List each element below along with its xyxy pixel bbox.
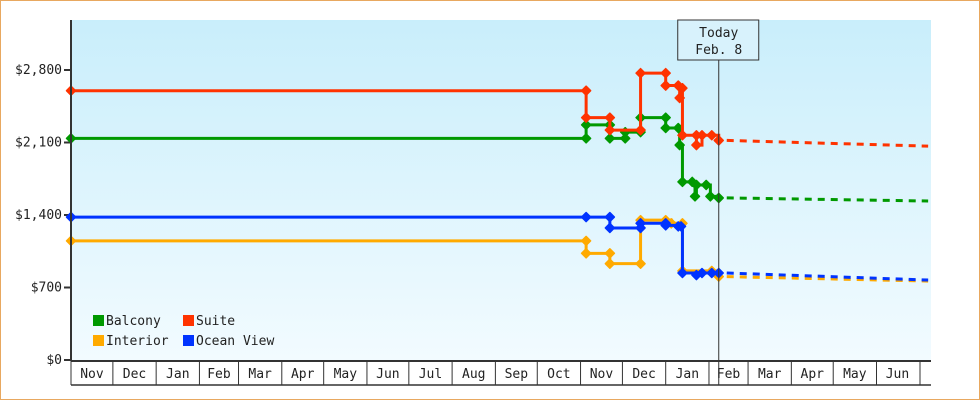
month-label: Dec xyxy=(632,367,655,382)
y-tick-label: $0 xyxy=(46,353,62,368)
legend-label: Balcony xyxy=(106,314,161,329)
data-point xyxy=(619,133,631,144)
month-label: Sep xyxy=(505,367,529,382)
month-label: Aug xyxy=(462,367,485,382)
data-point xyxy=(635,124,646,136)
data-point xyxy=(660,67,671,79)
data-point xyxy=(580,211,592,223)
data-point xyxy=(674,92,685,104)
data-point xyxy=(604,211,616,223)
legend-label: Interior xyxy=(106,334,169,349)
legend-label: Ocean View xyxy=(196,334,274,349)
month-label: May xyxy=(334,367,358,382)
data-point xyxy=(660,112,671,123)
legend-swatch xyxy=(93,315,104,326)
month-label: Jul xyxy=(419,367,442,382)
data-point xyxy=(580,133,592,144)
month-label: Jan xyxy=(676,367,699,382)
data-point xyxy=(705,191,716,202)
data-point xyxy=(580,112,592,123)
month-label: Dec xyxy=(123,367,146,382)
data-point xyxy=(635,258,646,269)
data-point xyxy=(635,218,646,229)
data-point xyxy=(604,112,616,123)
legend-swatch xyxy=(93,335,104,346)
data-point xyxy=(604,124,616,136)
data-point xyxy=(604,248,616,259)
data-point xyxy=(700,179,712,191)
month-label: Jun xyxy=(376,367,399,382)
data-point xyxy=(696,267,708,279)
month-label: Jun xyxy=(886,367,909,382)
data-point xyxy=(660,220,671,231)
data-point xyxy=(691,179,702,191)
today-date: Feb. 8 xyxy=(695,43,742,58)
month-label: Oct xyxy=(547,367,570,382)
data-point xyxy=(696,130,708,141)
y-tick-label: $1,400 xyxy=(15,208,62,223)
month-label: Feb xyxy=(717,367,741,382)
data-point xyxy=(675,221,687,232)
month-label: Mar xyxy=(758,367,782,382)
month-label: Jan xyxy=(166,367,189,382)
data-point xyxy=(635,67,646,79)
data-point xyxy=(580,235,592,247)
y-axis: $0 $700 $1,400 $2,100 $2,800 xyxy=(15,63,71,368)
data-point xyxy=(674,139,685,151)
legend-swatch xyxy=(183,315,194,326)
y-tick-label: $2,800 xyxy=(15,63,62,78)
data-point xyxy=(580,248,592,259)
data-point xyxy=(604,133,616,144)
month-label: May xyxy=(843,367,867,382)
data-point xyxy=(660,80,671,91)
month-label: Nov xyxy=(590,367,614,382)
y-tick-label: $700 xyxy=(31,281,62,296)
data-point xyxy=(677,130,688,141)
legend-swatch xyxy=(183,335,194,346)
data-point xyxy=(580,119,592,131)
month-label: Apr xyxy=(291,367,315,382)
data-point xyxy=(689,191,701,202)
data-point xyxy=(660,122,671,134)
month-label: Mar xyxy=(248,367,272,382)
today-label: Today xyxy=(699,26,738,41)
data-point xyxy=(580,85,592,96)
y-tick-label: $2,100 xyxy=(15,136,62,151)
legend: Balcony Suite Interior Ocean View xyxy=(93,314,274,349)
legend-label: Suite xyxy=(196,314,235,329)
today-box xyxy=(677,19,760,61)
month-label: Apr xyxy=(801,367,825,382)
x-axis: Nov Dec Jan Feb Mar Apr May Jun Jul Aug Sep Oct Nov D… xyxy=(70,360,931,386)
data-point xyxy=(604,222,616,234)
data-point xyxy=(604,258,616,269)
data-point xyxy=(691,139,702,151)
data-point xyxy=(677,82,688,94)
plot-area xyxy=(71,20,931,360)
data-point xyxy=(677,176,688,188)
month-label: Nov xyxy=(80,367,104,382)
today-marker: Today Feb. 8 xyxy=(677,19,760,385)
data-point xyxy=(706,130,718,141)
data-point xyxy=(677,267,688,279)
month-label: Feb xyxy=(207,367,231,382)
